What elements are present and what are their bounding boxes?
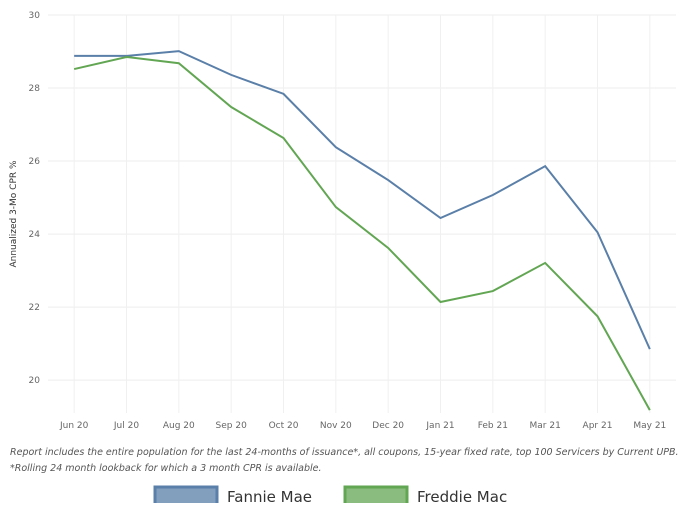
x-tick-label: Jan 21 [425,421,454,431]
x-tick-label: Mar 21 [530,421,561,431]
series-line [73,55,651,411]
x-tick-label: Jun 20 [59,421,89,431]
y-tick-label: 28 [29,84,41,94]
legend-swatch [343,485,409,507]
series-line [74,50,651,350]
legend-label: Freddie Mac [417,488,507,503]
x-tick-label: Nov 20 [320,421,352,431]
x-tick-label: Feb 21 [478,421,508,431]
x-tick-label: Aug 20 [163,421,195,431]
y-axis-label: Annualized 3-Mo CPR % [9,160,19,268]
footnote: Report includes the entire population fo… [10,447,679,458]
y-tick-label: 22 [29,303,40,313]
legend-swatch [153,485,219,507]
y-tick-label: 24 [29,230,41,240]
x-tick-label: Jul 20 [113,421,139,431]
x-tick-label: May 21 [633,421,666,431]
y-tick-label: 20 [29,376,41,386]
footnote: *Rolling 24 month lookback for which a 3… [10,463,322,474]
y-tick-label: 30 [29,11,41,21]
legend-label: Fannie Mae [227,488,312,503]
x-tick-label: Oct 20 [269,421,299,431]
x-tick-label: Sep 20 [216,421,248,431]
y-tick-label: 26 [29,157,41,167]
x-tick-label: Apr 21 [583,421,613,431]
x-tick-label: Dec 20 [372,421,404,431]
